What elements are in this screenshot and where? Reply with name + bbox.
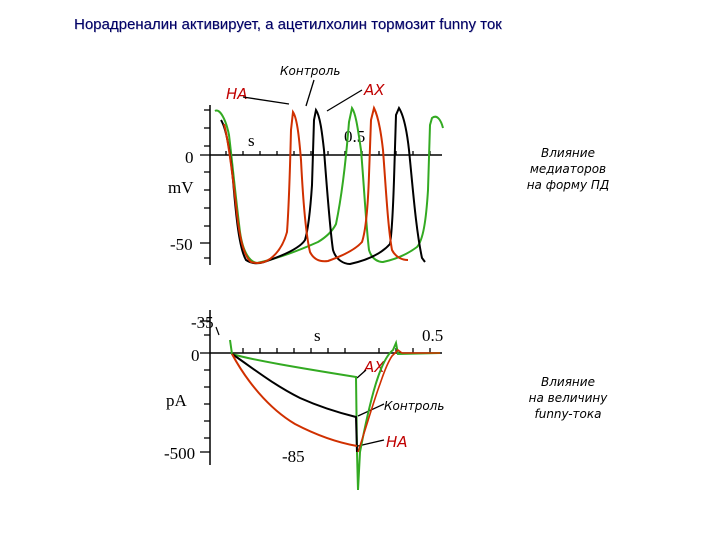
ap-panel: 0 mV -50 s 0.5 НА Контроль АХ [168, 64, 444, 266]
ap-y-zero-label: 0 [185, 148, 194, 167]
ap-time-unit-label: s [248, 131, 255, 150]
if-time-tick-label: 0.5 [422, 326, 443, 345]
ap-caption-line: Влияние [541, 146, 595, 160]
if-label-na: НА [386, 433, 408, 451]
ap-caption-line: на форму ПД [526, 178, 610, 192]
ap-control-pointer [305, 79, 315, 107]
ap-trace-control [220, 105, 426, 266]
if-step-marker [215, 326, 220, 336]
ap-label-na: НА [226, 85, 248, 103]
if-y-min-label: -500 [164, 444, 195, 463]
if-time-unit-label: s [314, 326, 321, 345]
if-trace-tail [357, 348, 440, 453]
if-caption-line: funny-тока [534, 407, 602, 421]
ap-ach-pointer [326, 89, 363, 112]
if-panel: -35 0 pA -500 s 0.5 -85 АХ Контроль НА [164, 310, 444, 491]
slide-title: Норадреналин активирует, а ацетилхолин т… [74, 16, 502, 33]
ap-caption: Влияние медиаторов на форму ПД [508, 145, 628, 193]
if-y-ticks [200, 320, 210, 453]
if-ach-pointer [356, 369, 367, 379]
ap-y-ticks [200, 109, 210, 259]
if-y-unit-label: pA [166, 391, 188, 410]
if-label-control: Контроль [384, 399, 444, 413]
if-caption: Влияние на величину funny-тока [503, 374, 633, 422]
ap-caption-line: медиаторов [529, 162, 607, 176]
ap-na-pointer [242, 96, 290, 105]
if-caption-line: Влияние [541, 375, 595, 389]
if-time-ticks [242, 348, 431, 353]
ap-trace-noradrenaline [223, 105, 409, 264]
if-y-zero-label: 0 [191, 346, 200, 365]
ap-label-control: Контроль [280, 64, 340, 78]
ap-y-unit-label: mV [168, 178, 194, 197]
if-y-top-label: -35 [191, 313, 214, 332]
ap-y-min-label: -50 [170, 235, 193, 254]
ap-label-ach: АХ [363, 81, 385, 99]
if-caption-line: на величину [528, 391, 608, 405]
if-trace-noradrenaline [231, 353, 358, 447]
if-trace-control [231, 353, 358, 453]
if-trace-acetylcholine [229, 339, 441, 491]
if-holding-label: -85 [282, 447, 305, 466]
